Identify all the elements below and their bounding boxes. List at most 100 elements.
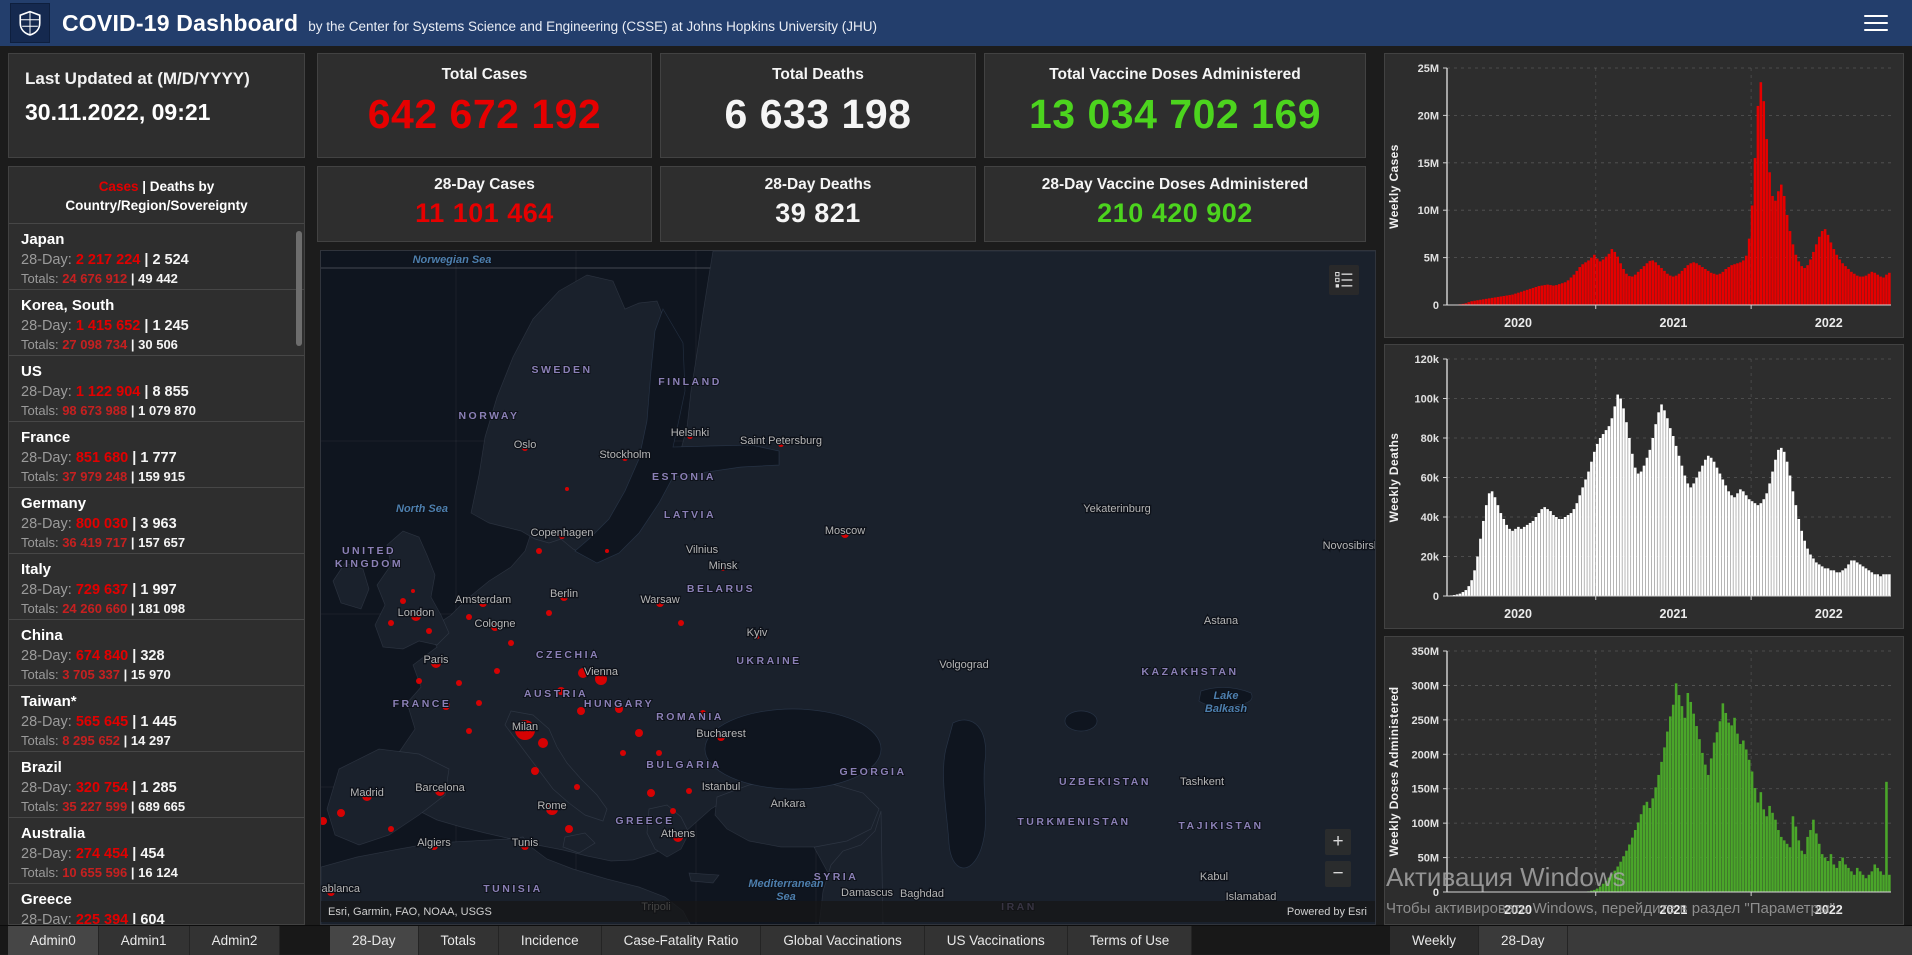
covid-cluster-dot[interactable] — [605, 549, 609, 553]
country-name: US — [21, 363, 298, 380]
covid-cluster-dot[interactable] — [647, 789, 655, 797]
tab-map-mode-global-vaccinations[interactable]: Global Vaccinations — [761, 926, 924, 955]
svg-text:120k: 120k — [1415, 354, 1440, 366]
last-updated-panel: Last Updated at (M/D/YYYY) 30.11.2022, 0… — [8, 53, 305, 158]
country-28day-line: 28-Day: 225 394 | 604 — [21, 911, 298, 925]
tab-map-mode-us-vaccinations[interactable]: US Vaccinations — [925, 926, 1068, 955]
jhu-logo — [10, 3, 50, 43]
zoom-out-button[interactable]: − — [1325, 861, 1351, 887]
map-legend-button[interactable] — [1329, 265, 1359, 295]
svg-text:2021: 2021 — [1660, 316, 1688, 330]
covid-cluster-dot[interactable] — [466, 728, 472, 734]
covid-cluster-dot[interactable] — [411, 589, 415, 593]
svg-text:0: 0 — [1433, 591, 1439, 603]
map-label-kazakhstan: KAZAKHSTAN — [1141, 666, 1238, 678]
tab-chart-mode-weekly[interactable]: Weekly — [1390, 926, 1479, 955]
map-label-bucharest: Bucharest — [696, 728, 746, 740]
tab-admin-admin1[interactable]: Admin1 — [99, 926, 190, 955]
tab-map-mode-totals[interactable]: Totals — [419, 926, 499, 955]
covid-cluster-dot[interactable] — [388, 620, 394, 626]
tab-map-mode-incidence[interactable]: Incidence — [499, 926, 602, 955]
covid-cluster-dot[interactable] — [678, 620, 684, 626]
powered-by-esri[interactable]: Powered by Esri — [1287, 906, 1367, 918]
covid-cluster-dot[interactable] — [426, 628, 432, 634]
map-label-barcelona: Barcelona — [415, 782, 465, 794]
covid-cluster-dot[interactable] — [388, 826, 394, 832]
svg-text:2020: 2020 — [1504, 316, 1532, 330]
covid-cluster-dot[interactable] — [565, 825, 573, 833]
covid-cluster-dot[interactable] — [536, 548, 542, 554]
svg-text:2020: 2020 — [1504, 903, 1532, 917]
svg-text:2022: 2022 — [1815, 316, 1843, 330]
country-region-label: Country/Region/Sovereignty — [65, 198, 247, 213]
covid-cluster-dot[interactable] — [494, 668, 500, 674]
covid-cluster-dot[interactable] — [546, 610, 552, 616]
menu-hamburger-icon[interactable] — [1864, 15, 1888, 31]
svg-text:300M: 300M — [1411, 680, 1439, 692]
covid-cluster-dot[interactable] — [565, 487, 569, 491]
covid-cluster-dot[interactable] — [538, 738, 548, 748]
tab-chart-mode-28-day[interactable]: 28-Day — [1479, 926, 1568, 955]
svg-text:100M: 100M — [1411, 818, 1439, 830]
covid-cluster-dot[interactable] — [456, 680, 462, 686]
legend-list-icon — [1334, 270, 1354, 290]
covid-cluster-dot[interactable] — [686, 788, 692, 794]
map-label-london: London — [398, 607, 435, 619]
svg-text:2020: 2020 — [1504, 607, 1532, 621]
svg-text:250M: 250M — [1411, 715, 1439, 727]
covid-cluster-dot[interactable] — [321, 817, 327, 825]
svg-text:2022: 2022 — [1815, 607, 1843, 621]
tab-map-mode-case-fatality-ratio[interactable]: Case-Fatality Ratio — [602, 926, 762, 955]
covid-cluster-dot[interactable] — [670, 808, 676, 814]
covid-cluster-dot[interactable] — [620, 750, 626, 756]
tab-map-mode-28-day[interactable]: 28-Day — [330, 926, 419, 955]
map-label-astana: Astana — [1204, 615, 1239, 627]
map-label-stockholm: Stockholm — [599, 449, 650, 461]
country-28day-line: 28-Day: 274 454 | 454 — [21, 845, 298, 864]
covid-cluster-dot[interactable] — [476, 700, 482, 706]
covid-cluster-dot[interactable] — [337, 809, 345, 817]
stat-value: 39 821 — [661, 198, 975, 229]
stat-value: 6 633 198 — [661, 91, 975, 138]
svg-text:20M: 20M — [1418, 110, 1439, 122]
map-label-damascus: Damascus — [841, 887, 893, 899]
svg-text:Weekly Cases: Weekly Cases — [1387, 144, 1401, 229]
covid-cluster-dot[interactable] — [508, 640, 514, 646]
map-label-volgograd: Volgograd — [939, 659, 989, 671]
country-name: Korea, South — [21, 297, 298, 314]
tab-map-mode-terms-of-use[interactable]: Terms of Use — [1068, 926, 1193, 955]
covid-cluster-dot[interactable] — [416, 678, 422, 684]
tab-admin-admin2[interactable]: Admin2 — [190, 926, 281, 955]
covid-cluster-dot[interactable] — [656, 750, 662, 756]
covid-cluster-dot[interactable] — [531, 767, 539, 775]
covid-cluster-dot[interactable] — [400, 598, 406, 604]
tab-admin-admin0[interactable]: Admin0 — [8, 926, 99, 955]
covid-cluster-dot[interactable] — [574, 784, 580, 790]
country-name: Australia — [21, 825, 298, 842]
sidebar-scrollbar[interactable] — [296, 231, 302, 346]
covid-cluster-dot[interactable] — [635, 729, 643, 737]
zoom-in-button[interactable]: + — [1325, 829, 1351, 855]
country-totals-line: Totals: 10 655 596 | 16 124 — [21, 864, 298, 881]
svg-text:60k: 60k — [1421, 473, 1440, 485]
covid-cluster-dot[interactable] — [466, 614, 472, 620]
